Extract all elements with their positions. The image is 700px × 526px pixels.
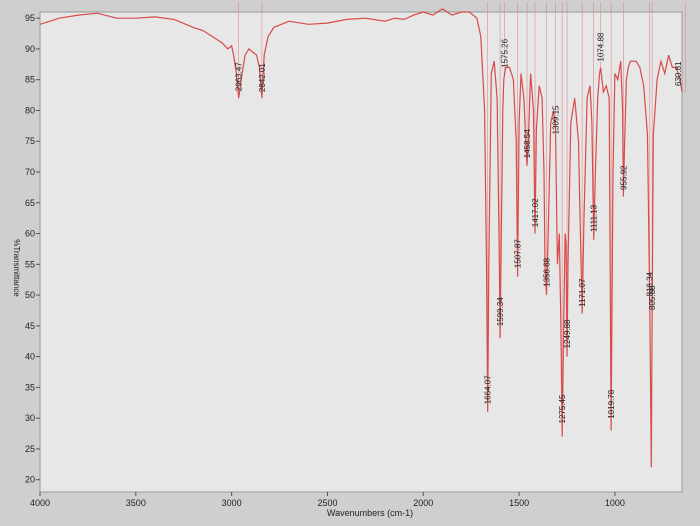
spectrum-line — [39, 8, 683, 468]
y-tick-label: 75 — [25, 136, 35, 146]
y-tick-label: 60 — [25, 229, 35, 239]
plot-area — [39, 11, 683, 493]
peak-label: 2963.47 — [235, 62, 244, 91]
x-tick-label: 1500 — [509, 498, 529, 508]
peak-label: 1417.02 — [531, 198, 540, 227]
peak-label: 1275.45 — [558, 394, 567, 423]
x-tick-label: 2500 — [317, 498, 337, 508]
peak-label: 630.81 — [674, 61, 683, 86]
peak-label: 955.92 — [619, 165, 628, 190]
y-tick-label: 65 — [25, 198, 35, 208]
peak-label: 805.88 — [648, 285, 657, 310]
peak-label: 1356.68 — [543, 257, 552, 286]
x-axis-ticks: 4000 3500 3000 2500 2000 1500 1000 — [30, 492, 625, 508]
x-axis-label: Wavenumbers (cm-1) — [327, 508, 413, 518]
y-tick-label: 50 — [25, 290, 35, 300]
peak-label: 1249.88 — [563, 319, 572, 348]
y-tick-label: 30 — [25, 413, 35, 423]
y-tick-label: 40 — [25, 352, 35, 362]
x-tick-label: 3000 — [222, 498, 242, 508]
y-tick-label: 20 — [25, 475, 35, 485]
peak-label: 1309.15 — [552, 105, 561, 134]
peak-label: 818.34 — [646, 271, 655, 296]
y-tick-label: 45 — [25, 321, 35, 331]
x-tick-label: 2000 — [413, 498, 433, 508]
y-axis-ticks: 20 25 30 35 40 45 50 55 60 65 70 75 80 85 90 95 — [25, 13, 40, 485]
peak-label: 1664.07 — [484, 375, 493, 404]
peak-labels: 2963.47 2842.01 1664.07 1599.34 1575.26 1507.… — [235, 32, 683, 423]
peak-label: 1171.07 — [578, 278, 587, 307]
peak-label: 1507.87 — [514, 239, 523, 268]
peak-label: 2842.01 — [258, 63, 267, 92]
x-tick-label: 1000 — [605, 498, 625, 508]
y-tick-label: 85 — [25, 75, 35, 85]
x-tick-label: 3500 — [126, 498, 146, 508]
peak-label: 1074.88 — [597, 32, 606, 61]
y-tick-label: 90 — [25, 44, 35, 54]
peak-label: 1599.34 — [496, 297, 505, 326]
y-tick-label: 70 — [25, 167, 35, 177]
y-tick-label: 25 — [25, 444, 35, 454]
y-tick-label: 55 — [25, 259, 35, 269]
peak-label: 1111.13 — [590, 204, 599, 232]
peak-label: 1458.54 — [523, 129, 532, 158]
peak-label: 1575.26 — [501, 38, 510, 67]
y-tick-label: 95 — [25, 13, 35, 23]
peak-label: 1019.78 — [607, 389, 616, 418]
y-axis-label: %Transmittance — [12, 239, 21, 297]
y-tick-label: 80 — [25, 105, 35, 115]
y-tick-label: 35 — [25, 382, 35, 392]
x-tick-label: 4000 — [30, 498, 50, 508]
